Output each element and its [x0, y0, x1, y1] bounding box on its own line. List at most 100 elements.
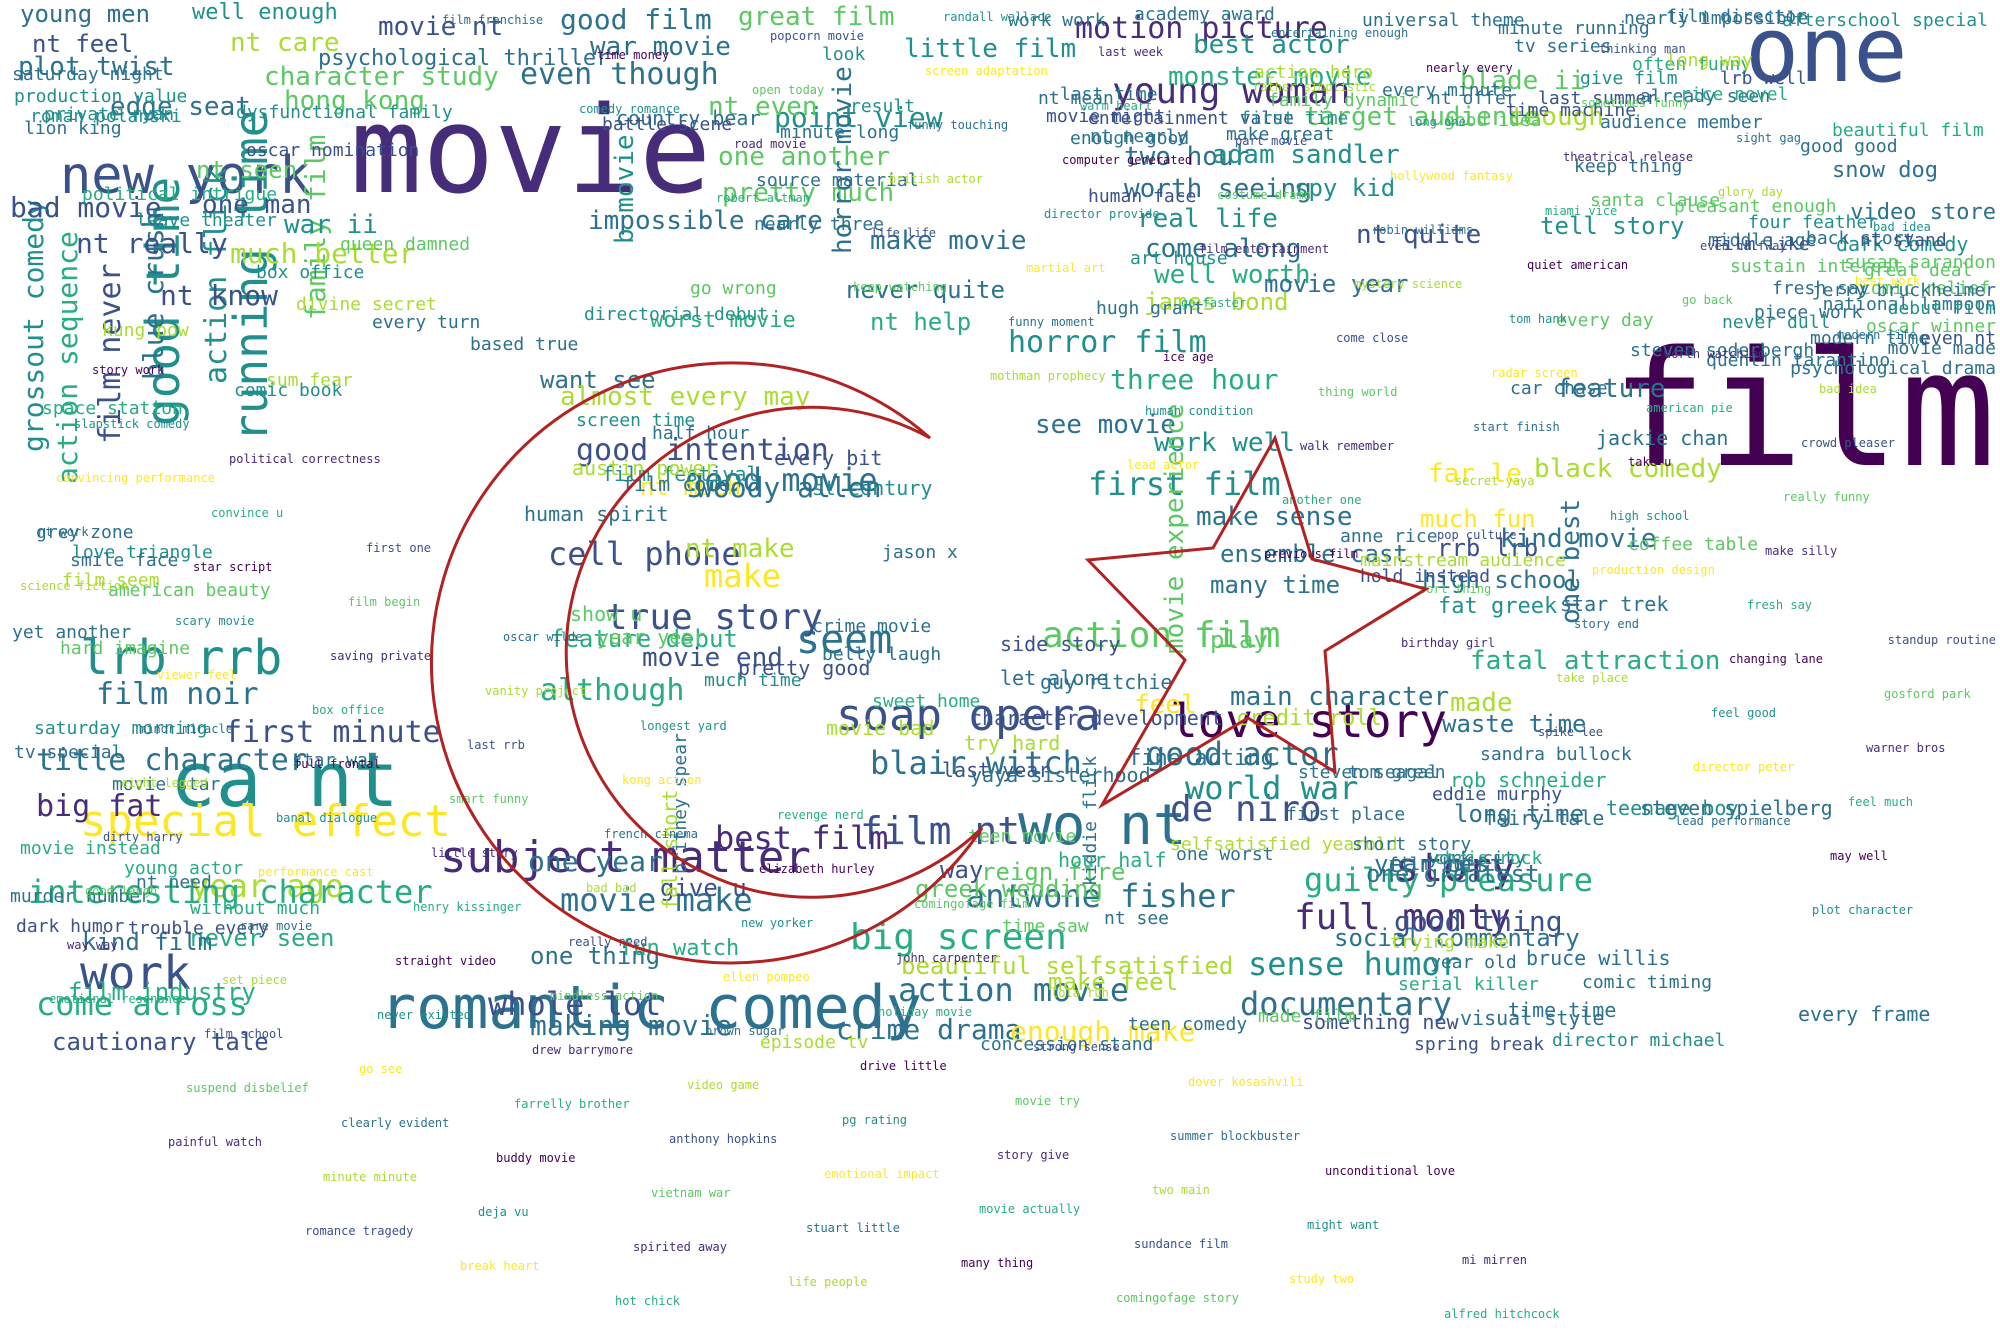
- cloud-word: nt see: [1104, 908, 1170, 929]
- cloud-word: film entertainment: [1199, 242, 1330, 256]
- cloud-word: randall wallace: [943, 10, 1052, 24]
- cloud-word: ellen pompeo: [723, 970, 810, 984]
- cloud-word: making movie: [530, 1009, 733, 1042]
- cloud-word: smart funny: [449, 792, 529, 806]
- cloud-word: box office: [256, 262, 365, 283]
- cloud-word: already seen: [1640, 86, 1771, 107]
- cloud-word: computer generated: [1062, 153, 1193, 167]
- cloud-word: far le: [1428, 459, 1522, 489]
- cloud-word: story end: [1574, 617, 1640, 631]
- cloud-word: comic relief: [1860, 278, 1991, 299]
- cloud-word: b movie: [610, 134, 640, 244]
- cloud-word: dover kosashvili: [1188, 1075, 1304, 1089]
- cloud-word: impossible care: [588, 206, 823, 236]
- cloud-word: coffee table: [1628, 534, 1759, 555]
- cloud-word: eight legged: [121, 776, 208, 790]
- cloud-word: might want: [1307, 1218, 1380, 1232]
- cloud-word: year ago: [190, 867, 345, 905]
- cloud-word: nt work: [38, 525, 89, 539]
- cloud-word: break heart: [460, 1259, 540, 1273]
- cloud-word: dark comedy: [1836, 232, 1969, 256]
- cloud-word: nt even: [708, 92, 818, 122]
- cloud-word: austin power: [572, 456, 717, 480]
- cloud-word: director peter: [1693, 760, 1795, 774]
- cloud-word: first place: [1286, 804, 1406, 825]
- cloud-word: fat greek: [1438, 594, 1558, 619]
- cloud-word: film industry: [68, 978, 256, 1006]
- cloud-word: good thing: [1394, 905, 1563, 938]
- cloud-word: eddie murphy: [1432, 784, 1563, 805]
- cloud-word: first time: [1240, 108, 1349, 129]
- cloud-word: strong sense: [1033, 1040, 1120, 1054]
- cloud-word: stuart little: [806, 1221, 900, 1235]
- cloud-word: fairy tale: [1484, 806, 1605, 830]
- cloud-word: first one: [366, 541, 432, 555]
- cloud-word: sight gag: [1736, 131, 1802, 145]
- cloud-word: two hour: [1124, 142, 1250, 172]
- cloud-word: beautiful film: [1832, 120, 1984, 141]
- cloud-word: lrb well: [1720, 68, 1807, 89]
- cloud-word: worth watching: [1664, 347, 1766, 361]
- cloud-word: good idea: [1444, 110, 1542, 131]
- cloud-word: art house: [1130, 248, 1228, 269]
- cloud-word: lola run: [1051, 986, 1109, 1000]
- cloud-word: screen time: [576, 410, 696, 431]
- cloud-word: susan sarandon: [1844, 252, 1996, 273]
- cloud-word: film begin: [348, 595, 421, 609]
- cloud-word: movie bad: [826, 716, 935, 740]
- cloud-word: source material: [756, 170, 919, 191]
- cloud-word: something new: [1302, 1010, 1459, 1034]
- cloud-word: modern time: [1810, 328, 1930, 349]
- cloud-word: james bond: [1144, 288, 1289, 316]
- cloud-word: nt care: [230, 28, 340, 58]
- cloud-word: teen movie: [968, 826, 1077, 847]
- cloud-word: previous film: [1264, 547, 1358, 561]
- cloud-word: thing world: [1318, 385, 1398, 399]
- cloud-word: take place: [1556, 671, 1629, 685]
- cloud-word: work work: [1008, 10, 1106, 31]
- cloud-word: work: [80, 946, 191, 1000]
- cloud-word: production design: [1592, 563, 1715, 577]
- cloud-word: straight video: [395, 954, 497, 968]
- cloud-word: martial art: [1026, 261, 1106, 275]
- cloud-word: study two: [1289, 1272, 1355, 1286]
- cloud-word: interesting character: [28, 873, 433, 911]
- cloud-word: rice novel: [1680, 84, 1789, 105]
- cloud-word: film buff: [1388, 854, 1486, 875]
- cloud-word: clearly evident: [341, 1116, 450, 1130]
- cloud-word: john carpenter: [896, 951, 998, 965]
- cloud-word: movie actually: [979, 1202, 1081, 1216]
- cloud-word: last rrb: [467, 738, 525, 752]
- cloud-word: spy kid: [1294, 174, 1396, 202]
- cloud-word: often funny: [1632, 54, 1752, 75]
- cloud-word: sometimes funny: [1581, 96, 1690, 110]
- cloud-word: look: [822, 44, 866, 65]
- cloud-word: deja vu: [478, 1205, 529, 1219]
- cloud-word: kung pow: [102, 320, 189, 341]
- cloud-word: movie try: [1015, 1094, 1081, 1108]
- cloud-word: dirty harry: [103, 830, 183, 844]
- cloud-word: go back: [1682, 293, 1733, 307]
- cloud-word: debut film: [1887, 298, 1996, 319]
- cloud-word: one: [1745, 0, 1908, 103]
- cloud-word: saturday morning: [34, 718, 208, 739]
- cloud-word: new york: [60, 146, 311, 206]
- cloud-word: title character: [36, 743, 307, 778]
- cloud-word: robert altman: [716, 191, 810, 205]
- cloud-word: love triangle: [72, 542, 213, 563]
- cloud-word: nearly three: [754, 214, 885, 235]
- cloud-word: see movie: [1035, 410, 1176, 440]
- cloud-word: never seen: [190, 924, 335, 952]
- cloud-word: battle scene: [602, 114, 733, 135]
- cloud-word: worth seeing: [1124, 174, 1312, 204]
- cloud-word: comic timing: [1582, 972, 1713, 993]
- cloud-word: film like: [1712, 234, 1810, 255]
- cloud-word: adam sandler: [1212, 140, 1400, 170]
- cloud-word: oscar nomination: [246, 140, 420, 161]
- cloud-word: comingofage story: [1116, 1291, 1239, 1305]
- cloud-word: modern life: [1837, 328, 1917, 342]
- cloud-word: teenage boy: [1606, 796, 1739, 820]
- cloud-word: tom green: [1348, 762, 1446, 783]
- cloud-word: bruce willis: [1526, 946, 1671, 970]
- cloud-word: action movie: [898, 971, 1130, 1009]
